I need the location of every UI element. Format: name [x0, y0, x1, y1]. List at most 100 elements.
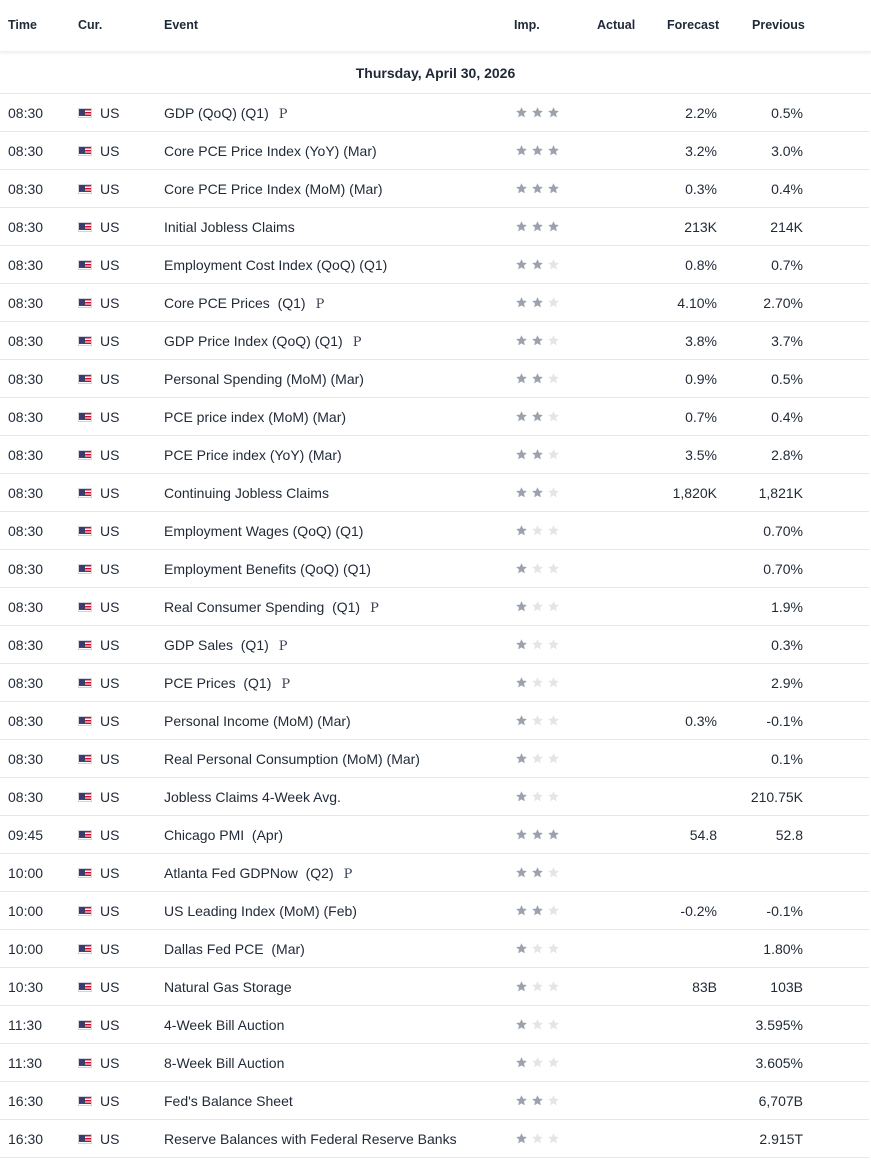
event-name-cell[interactable]: Employment Wages (QoQ) (Q1) — [164, 523, 363, 539]
star-empty-icon — [532, 1133, 543, 1144]
event-name-cell[interactable]: Core PCE Price Index (YoY) (Mar) — [164, 143, 377, 159]
event-name-cell[interactable]: GDP Price Index (QoQ) (Q1) P — [164, 333, 361, 351]
event-row[interactable]: 08:30 US Core PCE Prices (Q1) P 4.10% 2.70% — [0, 284, 869, 322]
event-name[interactable]: 8-Week Bill Auction — [164, 1055, 285, 1071]
event-name[interactable]: Core PCE Prices (Q1) — [164, 295, 306, 311]
event-name[interactable]: PCE Price index (YoY) (Mar) — [164, 447, 342, 463]
event-name-cell[interactable]: Core PCE Price Index (MoM) (Mar) — [164, 181, 383, 197]
event-name-cell[interactable]: 4-Week Bill Auction — [164, 1017, 284, 1033]
event-name[interactable]: Continuing Jobless Claims — [164, 485, 329, 501]
event-name[interactable]: GDP Sales (Q1) — [164, 637, 269, 653]
event-name[interactable]: GDP Price Index (QoQ) (Q1) — [164, 333, 343, 349]
event-row[interactable]: 08:30 US Core PCE Price Index (YoY) (Mar) 3… — [0, 132, 869, 170]
event-row[interactable]: 08:30 US Employment Wages (QoQ) (Q1) 0.70% — [0, 512, 869, 550]
event-name-cell[interactable]: Real Consumer Spending (Q1) P — [164, 599, 379, 617]
event-row[interactable]: 09:45 US Chicago PMI (Apr) 54.8 52.8 — [0, 816, 869, 854]
event-row[interactable]: 08:30 US Continuing Jobless Claims 1,820K 1,… — [0, 474, 869, 512]
event-name[interactable]: 4-Week Bill Auction — [164, 1017, 285, 1033]
event-name-cell[interactable]: GDP Sales (Q1) P — [164, 637, 288, 655]
event-name[interactable]: Natural Gas Storage — [164, 979, 292, 995]
event-name-cell[interactable]: Reserve Balances with Federal Reserve Ba… — [164, 1131, 457, 1147]
event-name[interactable]: Chicago PMI (Apr) — [164, 827, 284, 843]
event-row[interactable]: 11:30 US 8-Week Bill Auction 3.605% — [0, 1044, 869, 1082]
event-row[interactable]: 08:30 US GDP (QoQ) (Q1) P 2.2% 0.5% — [0, 94, 869, 132]
event-name-cell[interactable]: GDP (QoQ) (Q1) P — [164, 105, 288, 123]
event-name[interactable]: Core PCE Price Index (YoY) (Mar) — [164, 143, 377, 159]
event-row[interactable]: 08:30 US GDP Price Index (QoQ) (Q1) P 3.8% 3.… — [0, 322, 869, 360]
event-row[interactable]: 10:00 US Dallas Fed PCE (Mar) 1.80% — [0, 930, 869, 968]
event-name-cell[interactable]: Continuing Jobless Claims — [164, 485, 329, 501]
event-row[interactable]: 10:30 US Natural Gas Storage 83B 103B — [0, 968, 869, 1006]
event-name-cell[interactable]: Personal Income (MoM) (Mar) — [164, 713, 351, 729]
event-name-cell[interactable]: Jobless Claims 4-Week Avg. — [164, 789, 341, 805]
event-row[interactable]: 16:30 US Fed's Balance Sheet 6,707B — [0, 1082, 869, 1120]
event-name-cell[interactable]: Employment Cost Index (QoQ) (Q1) — [164, 257, 387, 273]
event-row[interactable]: 08:30 US Jobless Claims 4-Week Avg. 210.75K — [0, 778, 869, 816]
event-row[interactable]: 10:00 US Atlanta Fed GDPNow (Q2) P — [0, 854, 869, 892]
event-previous: 214K — [770, 219, 803, 235]
event-row[interactable]: 08:30 US PCE price index (MoM) (Mar) 0.7% 0.… — [0, 398, 869, 436]
event-name-cell[interactable]: Dallas Fed PCE (Mar) — [164, 941, 305, 957]
event-name-cell[interactable]: Employment Benefits (QoQ) (Q1) — [164, 561, 371, 577]
event-name[interactable]: US Leading Index (MoM) (Feb) — [164, 903, 357, 919]
event-row[interactable]: 08:30 US Personal Spending (MoM) (Mar) 0.9%… — [0, 360, 869, 398]
event-name-cell[interactable]: 8-Week Bill Auction — [164, 1055, 284, 1071]
column-header-actual[interactable]: Actual — [597, 18, 636, 32]
event-name-cell[interactable]: US Leading Index (MoM) (Feb) — [164, 903, 357, 919]
importance-stars — [515, 904, 560, 917]
event-name[interactable]: Real Consumer Spending (Q1) — [164, 599, 361, 615]
event-name-cell[interactable]: PCE Price index (YoY) (Mar) — [164, 447, 342, 463]
event-row[interactable]: 08:30 US PCE Prices (Q1) P 2.9% — [0, 664, 869, 702]
event-time: 08:30 — [8, 637, 44, 653]
event-name[interactable]: Employment Cost Index (QoQ) (Q1) — [164, 257, 388, 273]
event-name-cell[interactable]: Personal Spending (MoM) (Mar) — [164, 371, 364, 387]
event-previous: 3.0% — [771, 143, 803, 159]
event-currency: US — [78, 675, 119, 691]
column-header-time[interactable]: Time — [8, 18, 37, 32]
event-name[interactable]: Personal Income (MoM) (Mar) — [164, 713, 351, 729]
event-name[interactable]: Jobless Claims 4-Week Avg. — [164, 789, 341, 805]
event-name[interactable]: Reserve Balances with Federal Reserve Ba… — [164, 1131, 457, 1147]
event-name-cell[interactable]: Core PCE Prices (Q1) P — [164, 295, 324, 313]
us-flag-icon — [78, 488, 92, 498]
event-name-cell[interactable]: Initial Jobless Claims — [164, 219, 295, 235]
event-name[interactable]: PCE price index (MoM) (Mar) — [164, 409, 347, 425]
event-name[interactable]: Real Personal Consumption (MoM) (Mar) — [164, 751, 420, 767]
column-header-currency[interactable]: Cur. — [78, 18, 103, 32]
event-name[interactable]: Core PCE Price Index (MoM) (Mar) — [164, 181, 383, 197]
event-row[interactable]: 08:30 US Real Consumer Spending (Q1) P 1.9% — [0, 588, 869, 626]
event-name[interactable]: GDP (QoQ) (Q1) — [164, 105, 269, 121]
event-name[interactable]: Fed's Balance Sheet — [164, 1093, 293, 1109]
event-row[interactable]: 08:30 US GDP Sales (Q1) P 0.3% — [0, 626, 869, 664]
event-row[interactable]: 08:30 US Employment Cost Index (QoQ) (Q1) 0… — [0, 246, 869, 284]
event-row[interactable]: 08:30 US Employment Benefits (QoQ) (Q1) 0.7… — [0, 550, 869, 588]
column-header-previous[interactable]: Previous — [752, 18, 805, 32]
event-row[interactable]: 08:30 US Personal Income (MoM) (Mar) 0.3% -0… — [0, 702, 869, 740]
event-name[interactable]: Personal Spending (MoM) (Mar) — [164, 371, 364, 387]
event-name-cell[interactable]: PCE price index (MoM) (Mar) — [164, 409, 346, 425]
event-name-cell[interactable]: Real Personal Consumption (MoM) (Mar) — [164, 751, 420, 767]
event-row[interactable]: 11:30 US 4-Week Bill Auction 3.595% — [0, 1006, 869, 1044]
event-name-cell[interactable]: Atlanta Fed GDPNow (Q2) P — [164, 865, 352, 883]
column-header-importance[interactable]: Imp. — [514, 18, 540, 32]
event-name-cell[interactable]: Chicago PMI (Apr) — [164, 827, 283, 843]
event-row[interactable]: 08:30 US PCE Price index (YoY) (Mar) 3.5% 2.… — [0, 436, 869, 474]
event-row[interactable]: 08:30 US Core PCE Price Index (MoM) (Mar) 0… — [0, 170, 869, 208]
event-row[interactable]: 08:30 US Initial Jobless Claims 213K 214K — [0, 208, 869, 246]
event-name-cell[interactable]: Fed's Balance Sheet — [164, 1093, 293, 1109]
event-name[interactable]: PCE Prices (Q1) — [164, 675, 272, 691]
event-name[interactable]: Atlanta Fed GDPNow (Q2) — [164, 865, 334, 881]
event-row[interactable]: 10:00 US US Leading Index (MoM) (Feb) -0.2%… — [0, 892, 869, 930]
event-row[interactable]: 16:30 US Reserve Balances with Federal Res… — [0, 1120, 869, 1158]
column-header-forecast[interactable]: Forecast — [667, 18, 720, 32]
event-name[interactable]: Employment Benefits (QoQ) (Q1) — [164, 561, 371, 577]
event-name[interactable]: Dallas Fed PCE (Mar) — [164, 941, 305, 957]
event-name-cell[interactable]: PCE Prices (Q1) P — [164, 675, 290, 693]
event-row[interactable]: 08:30 US Real Personal Consumption (MoM) (… — [0, 740, 869, 778]
column-header-event[interactable]: Event — [164, 18, 199, 32]
event-name[interactable]: Employment Wages (QoQ) (Q1) — [164, 523, 364, 539]
event-previous: 6,707B — [758, 1093, 803, 1109]
event-name[interactable]: Initial Jobless Claims — [164, 219, 295, 235]
us-flag-icon — [78, 868, 92, 878]
event-name-cell[interactable]: Natural Gas Storage — [164, 979, 292, 995]
